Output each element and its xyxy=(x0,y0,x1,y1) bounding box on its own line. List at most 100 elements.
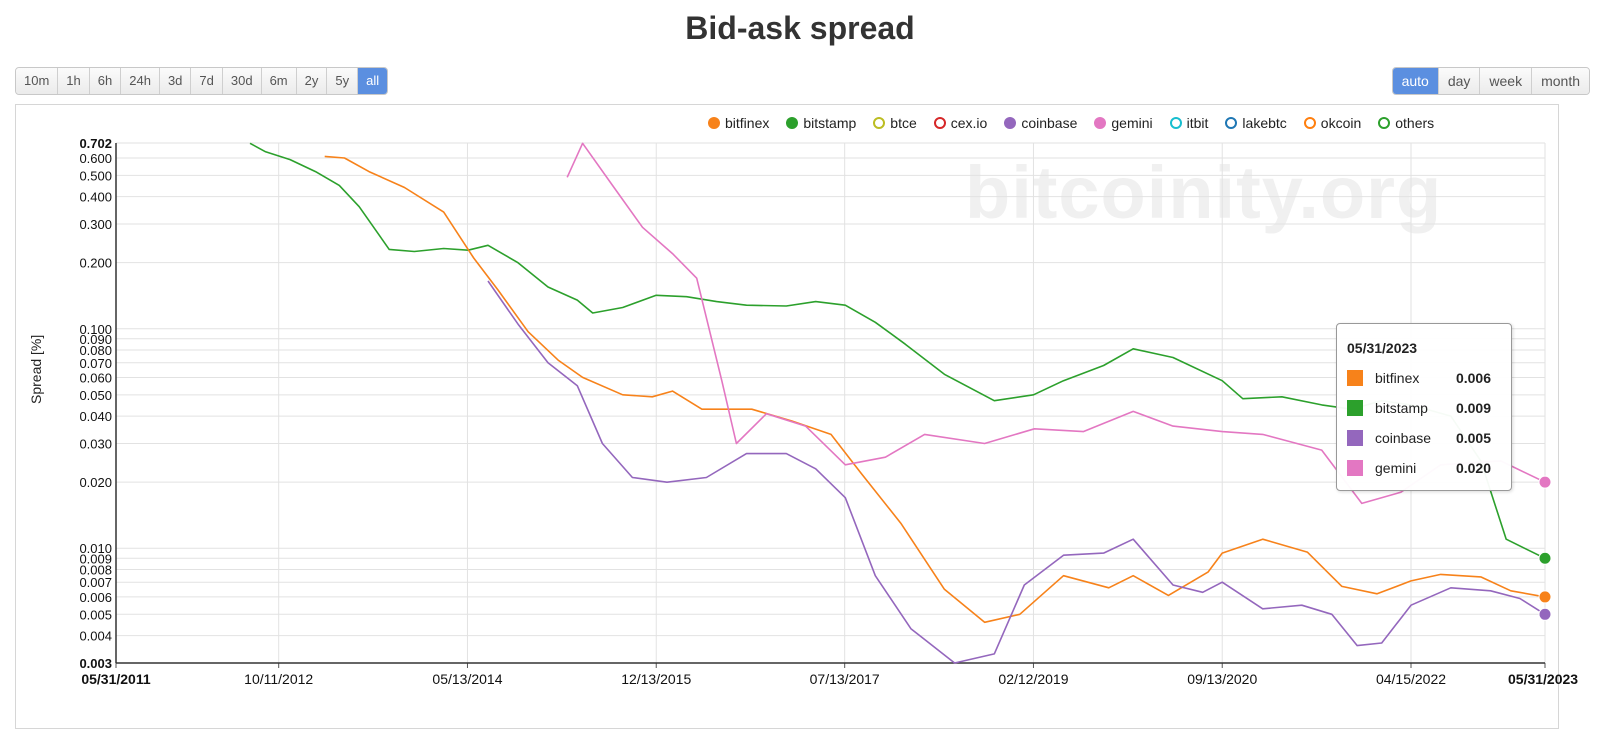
tooltip-row-coinbase: coinbase 0.005 xyxy=(1347,428,1501,448)
tooltip-row-bitstamp: bitstamp 0.009 xyxy=(1347,398,1501,418)
tooltip-series-name: gemini xyxy=(1375,460,1417,476)
watermark: bitcoinity.org xyxy=(965,151,1443,234)
legend-item-btce[interactable]: btce xyxy=(873,115,917,131)
tooltip-swatch xyxy=(1347,460,1363,476)
y-tick-label: 0.200 xyxy=(79,256,112,271)
tooltip-series-value: 0.005 xyxy=(1455,430,1491,446)
legend-label: bitfinex xyxy=(725,115,770,131)
legend-marker-icon xyxy=(708,117,720,129)
y-tick-label: 0.030 xyxy=(79,437,112,452)
legend-item-bitstamp[interactable]: bitstamp xyxy=(786,115,856,131)
y-tick-label: 0.600 xyxy=(79,151,112,166)
y-tick-label: 0.003 xyxy=(79,656,112,671)
tooltip-swatch xyxy=(1347,370,1363,386)
legend-marker-icon xyxy=(1225,117,1238,129)
y-tick-label: 0.300 xyxy=(79,217,112,232)
legend-item-itbit[interactable]: itbit xyxy=(1169,115,1209,131)
legend-marker-icon xyxy=(1169,117,1182,129)
range-button-1h[interactable]: 1h xyxy=(58,68,90,94)
y-tick-label: 0.007 xyxy=(79,575,112,590)
interval-button-group: auto day week month xyxy=(1391,67,1590,95)
range-button-3d[interactable]: 3d xyxy=(159,68,192,94)
y-tick-label: 0.010 xyxy=(79,541,112,556)
tooltip-series-value: 0.006 xyxy=(1455,370,1491,386)
legend-label: lakebtc xyxy=(1242,115,1287,131)
tooltip-series-value: 0.009 xyxy=(1455,400,1491,416)
range-button-all[interactable]: all xyxy=(358,68,388,94)
y-axis-label: Spread [%] xyxy=(28,334,44,404)
interval-button-month[interactable]: month xyxy=(1532,68,1589,94)
legend-marker-icon xyxy=(1378,117,1391,129)
legend-label: itbit xyxy=(1186,115,1209,131)
series-line-bitfinex xyxy=(324,155,1546,624)
chart-panel xyxy=(15,104,1559,729)
range-button-5y[interactable]: 5y xyxy=(327,68,359,94)
y-tick-label: 0.009 xyxy=(79,551,112,566)
tooltip-series-name: bitstamp xyxy=(1375,400,1428,416)
legend-label: btce xyxy=(890,115,917,131)
series-line-gemini xyxy=(566,142,1546,505)
series-end-marker-bitstamp xyxy=(1538,551,1552,565)
legend: bitfinex bitstamp btce cex.io coinbase gemini… xyxy=(708,115,1451,131)
series-line-coinbase xyxy=(487,280,1546,664)
chart-title: Bid-ask spread xyxy=(685,10,915,46)
series-line-bitstamp xyxy=(249,142,1546,560)
y-tick-label: 0.008 xyxy=(79,563,112,578)
legend-item-gemini[interactable]: gemini xyxy=(1094,115,1153,131)
y-tick-label: 0.400 xyxy=(79,190,112,205)
legend-marker-icon xyxy=(873,117,886,129)
legend-item-cex-io[interactable]: cex.io xyxy=(933,115,988,131)
range-button-30d[interactable]: 30d xyxy=(222,68,262,94)
tooltip-swatch xyxy=(1347,400,1363,416)
legend-item-coinbase[interactable]: coinbase xyxy=(1004,115,1077,131)
x-tick-label: 09/13/2020 xyxy=(1187,671,1257,687)
legend-label: coinbase xyxy=(1021,115,1078,131)
y-tick-label: 0.090 xyxy=(79,332,112,347)
legend-label: gemini xyxy=(1111,115,1153,131)
y-tick-label: 0.702 xyxy=(79,136,112,151)
x-tick-label: 10/11/2012 xyxy=(244,671,313,687)
tooltip-date: 05/31/2023 xyxy=(1347,340,1418,356)
legend-marker-icon xyxy=(933,117,946,129)
y-tick-label: 0.500 xyxy=(79,168,112,183)
y-tick-label: 0.006 xyxy=(79,590,112,605)
interval-button-week[interactable]: week xyxy=(1480,68,1533,94)
legend-item-bitfinex[interactable]: bitfinex xyxy=(708,115,769,131)
interval-button-auto[interactable]: auto xyxy=(1392,68,1439,94)
x-tick-label: 04/15/2022 xyxy=(1376,671,1446,687)
legend-item-lakebtc[interactable]: lakebtc xyxy=(1225,115,1287,131)
tooltip-swatch xyxy=(1347,430,1363,446)
x-tick-label: 05/31/2023 xyxy=(1508,671,1578,687)
range-button-6m[interactable]: 6m xyxy=(261,68,297,94)
legend-label: okcoin xyxy=(1320,115,1362,131)
x-tick-label: 07/13/2017 xyxy=(810,671,880,687)
legend-marker-icon xyxy=(786,117,799,129)
y-tick-label: 0.060 xyxy=(79,370,112,385)
legend-marker-icon xyxy=(1094,117,1107,129)
legend-marker-icon xyxy=(1303,117,1316,129)
tooltip-series-value: 0.020 xyxy=(1455,460,1491,476)
interval-button-day[interactable]: day xyxy=(1438,68,1481,94)
series-end-marker-coinbase xyxy=(1538,607,1552,621)
range-button-6h[interactable]: 6h xyxy=(89,68,122,94)
y-tick-label: 0.100 xyxy=(79,322,112,337)
x-tick-label: 12/13/2015 xyxy=(621,671,691,687)
legend-label: cex.io xyxy=(950,115,988,131)
legend-marker-icon xyxy=(1004,117,1017,129)
y-tick-label: 0.080 xyxy=(79,343,112,358)
legend-item-others[interactable]: others xyxy=(1378,115,1434,131)
range-button-24h[interactable]: 24h xyxy=(121,68,160,94)
range-button-group: 10m 1h 6h 24h 3d 7d 30d 6m 2y 5y all xyxy=(15,67,389,95)
legend-label: bitstamp xyxy=(803,115,857,131)
legend-item-okcoin[interactable]: okcoin xyxy=(1303,115,1362,131)
x-tick-label: 05/31/2011 xyxy=(81,671,151,687)
series-end-marker-gemini xyxy=(1538,475,1552,489)
y-tick-label: 0.004 xyxy=(79,629,112,644)
tooltip: 05/31/2023 bitfinex 0.006 bitstamp 0.009 coi… xyxy=(1336,323,1512,491)
range-button-10m[interactable]: 10m xyxy=(16,68,59,94)
series-end-marker-bitfinex xyxy=(1538,590,1552,604)
range-button-2y[interactable]: 2y xyxy=(296,68,328,94)
range-button-7d[interactable]: 7d xyxy=(191,68,223,94)
x-tick-label: 02/12/2019 xyxy=(998,671,1068,687)
tooltip-series-name: bitfinex xyxy=(1375,370,1420,386)
